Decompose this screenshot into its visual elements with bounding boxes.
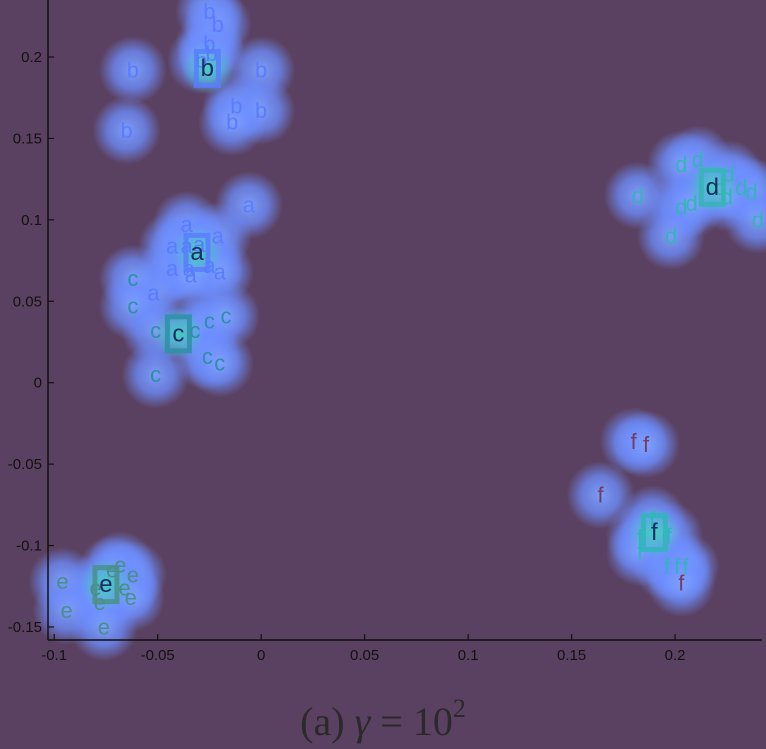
axes: -0.1 -0.05 0 0.05 0.1 0.15 0.2 -0.15 -0.1 -0.05 0 0… bbox=[8, 0, 762, 664]
prototype-label-c: c bbox=[172, 320, 184, 347]
point-a: a bbox=[181, 212, 194, 237]
halo-d bbox=[636, 202, 705, 271]
point-f: f bbox=[643, 432, 650, 457]
x-tick-label: -0.05 bbox=[141, 647, 175, 664]
halo-b bbox=[92, 96, 161, 165]
prototype-label-e: e bbox=[99, 571, 112, 598]
density-halos bbox=[28, 0, 766, 661]
x-tick-label: -0.1 bbox=[41, 647, 67, 664]
x-tick-label: 0 bbox=[257, 647, 265, 664]
point-a: a bbox=[193, 232, 206, 257]
point-a: a bbox=[243, 193, 256, 218]
point-d: d bbox=[686, 191, 698, 216]
point-f: f bbox=[637, 525, 644, 550]
halo-f bbox=[612, 410, 681, 479]
halo-f bbox=[647, 549, 716, 618]
halo-a bbox=[214, 171, 283, 240]
chart-caption: (a) γ = 102 bbox=[300, 694, 466, 744]
x-tick-label: 0.1 bbox=[458, 647, 479, 664]
point-f: f bbox=[666, 523, 673, 548]
halo-e bbox=[69, 592, 138, 661]
point-c: c bbox=[202, 344, 213, 369]
point-b: b bbox=[255, 58, 267, 83]
point-c: c bbox=[220, 303, 231, 328]
point-d: d bbox=[746, 180, 758, 205]
point-e: e bbox=[125, 585, 137, 610]
point-a: a bbox=[166, 233, 179, 258]
y-tick-label: 0.15 bbox=[13, 130, 42, 147]
point-c: c bbox=[127, 294, 138, 319]
prototype-box-a bbox=[183, 232, 211, 272]
halo-b bbox=[98, 36, 167, 105]
point-b: b bbox=[203, 0, 215, 24]
prototype-box-b bbox=[193, 48, 221, 88]
point-f: f bbox=[678, 571, 685, 596]
halo-d bbox=[723, 185, 766, 254]
prototype-markers: a b c d e f bbox=[92, 48, 726, 605]
y-tick-label: 0 bbox=[34, 375, 42, 392]
x-tick-label: 0.05 bbox=[350, 647, 379, 664]
point-e: e bbox=[56, 569, 68, 594]
point-d: d bbox=[675, 152, 687, 177]
point-a: a bbox=[166, 256, 179, 281]
prototype-box-e bbox=[92, 565, 120, 605]
prototype-label-f: f bbox=[651, 519, 658, 546]
point-b: b bbox=[212, 12, 224, 37]
y-tick-label: 0.05 bbox=[13, 293, 42, 310]
prototype-box-c bbox=[164, 314, 192, 354]
prototype-label-d: d bbox=[706, 174, 719, 201]
x-tick-label: 0.15 bbox=[557, 647, 586, 664]
point-b: b bbox=[230, 93, 242, 118]
point-c: c bbox=[189, 318, 200, 343]
point-f: f bbox=[664, 554, 671, 579]
prototype-label-b: b bbox=[201, 55, 214, 82]
point-b: b bbox=[255, 98, 267, 123]
point-f: f bbox=[598, 483, 605, 508]
point-d: d bbox=[665, 224, 677, 249]
point-a: a bbox=[214, 259, 227, 284]
point-c: c bbox=[150, 362, 161, 387]
point-c: c bbox=[127, 266, 138, 291]
y-tick-label: -0.15 bbox=[8, 619, 42, 636]
prototype-label-a: a bbox=[190, 239, 204, 266]
point-f: f bbox=[637, 540, 644, 565]
point-d: d bbox=[675, 194, 687, 219]
point-f: f bbox=[682, 554, 689, 579]
point-b: b bbox=[127, 58, 139, 83]
point-a: a bbox=[212, 224, 225, 249]
point-e: e bbox=[118, 575, 130, 600]
point-c: c bbox=[204, 308, 215, 333]
point-d: d bbox=[692, 147, 704, 172]
point-b: b bbox=[226, 110, 238, 135]
x-tick-label: 0.2 bbox=[665, 647, 686, 664]
point-e: e bbox=[61, 598, 73, 623]
point-e: e bbox=[127, 562, 139, 587]
point-f: f bbox=[649, 507, 656, 532]
point-d: d bbox=[632, 183, 644, 208]
point-f: f bbox=[631, 429, 638, 454]
point-d: d bbox=[752, 207, 764, 232]
prototype-box-d bbox=[698, 167, 726, 207]
y-tick-label: 0.1 bbox=[21, 212, 42, 229]
y-tick-label: 0.2 bbox=[21, 49, 42, 66]
point-b: b bbox=[121, 118, 133, 143]
y-tick-label: -0.05 bbox=[8, 456, 42, 473]
halo-c bbox=[185, 329, 254, 398]
prototype-box-f bbox=[640, 513, 668, 553]
halo-b bbox=[198, 88, 267, 157]
y-tick-label: -0.1 bbox=[16, 538, 42, 555]
point-d: d bbox=[735, 175, 747, 200]
point-c: c bbox=[150, 318, 161, 343]
point-e: e bbox=[98, 614, 110, 639]
point-a: a bbox=[147, 281, 160, 306]
point-c: c bbox=[214, 351, 225, 376]
point-f: f bbox=[674, 554, 681, 579]
